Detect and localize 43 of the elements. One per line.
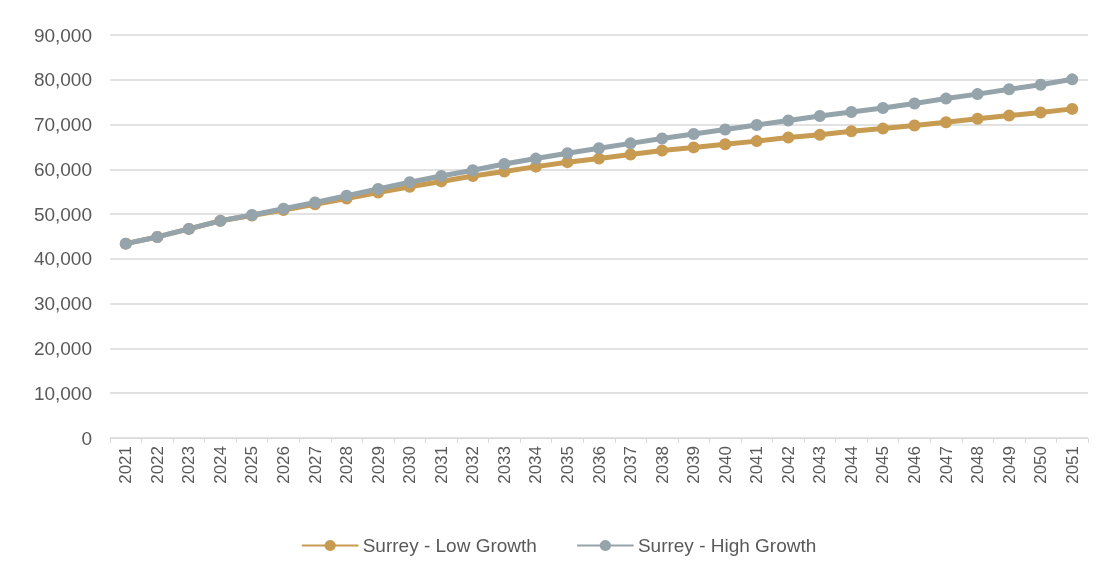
y-tick-label: 40,000 — [33, 248, 92, 270]
x-tick-label: 2031 — [431, 446, 451, 484]
x-tick-label: 2045 — [873, 446, 893, 484]
y-tick-label: 0 — [81, 427, 92, 449]
y-tick-label: 50,000 — [33, 203, 92, 225]
x-tick-label: 2026 — [274, 446, 294, 484]
x-tick-label: 2039 — [684, 446, 704, 484]
x-tick-label: 2040 — [715, 446, 735, 484]
x-tick-label: 2022 — [147, 446, 167, 484]
x-tick-label: 2047 — [936, 446, 956, 484]
x-tick-label: 2023 — [179, 446, 199, 484]
x-tick-label: 2038 — [652, 446, 672, 484]
x-tick-label: 2041 — [747, 446, 767, 484]
x-tick-label: 2028 — [337, 446, 357, 484]
x-tick-label: 2036 — [589, 446, 609, 484]
x-tick-label: 2032 — [463, 446, 483, 484]
x-tick-label: 2044 — [841, 446, 861, 484]
x-tick-label: 2034 — [526, 446, 546, 484]
x-tick-label: 2029 — [368, 446, 388, 484]
x-tick-label: 2035 — [557, 446, 577, 484]
x-tick-label: 2021 — [116, 446, 136, 484]
y-tick-label: 90,000 — [33, 24, 92, 46]
y-tick-label: 60,000 — [33, 158, 92, 180]
legend-label: Surrey - Low Growth — [362, 535, 537, 556]
y-tick-label: 10,000 — [33, 382, 92, 404]
x-tick-label: 2030 — [400, 446, 420, 484]
x-tick-label: 2048 — [968, 446, 988, 484]
x-tick-label: 2027 — [305, 446, 325, 484]
legend-label: Surrey - High Growth — [637, 535, 817, 556]
x-tick-label: 2042 — [778, 446, 798, 484]
x-tick-label: 2033 — [494, 446, 514, 484]
x-tick-label: 2049 — [999, 446, 1019, 484]
x-tick-label: 2050 — [1031, 446, 1051, 484]
y-tick-label: 80,000 — [33, 69, 92, 91]
x-tick-label: 2025 — [242, 446, 262, 484]
y-tick-label: 30,000 — [33, 293, 92, 315]
x-tick-label: 2024 — [210, 446, 230, 484]
y-tick-label: 20,000 — [33, 337, 92, 359]
x-tick-label: 2051 — [1062, 446, 1082, 484]
x-tick-label: 2043 — [810, 446, 830, 484]
x-tick-label: 2037 — [621, 446, 641, 484]
y-tick-label: 70,000 — [33, 114, 92, 136]
x-tick-label: 2046 — [904, 446, 924, 484]
